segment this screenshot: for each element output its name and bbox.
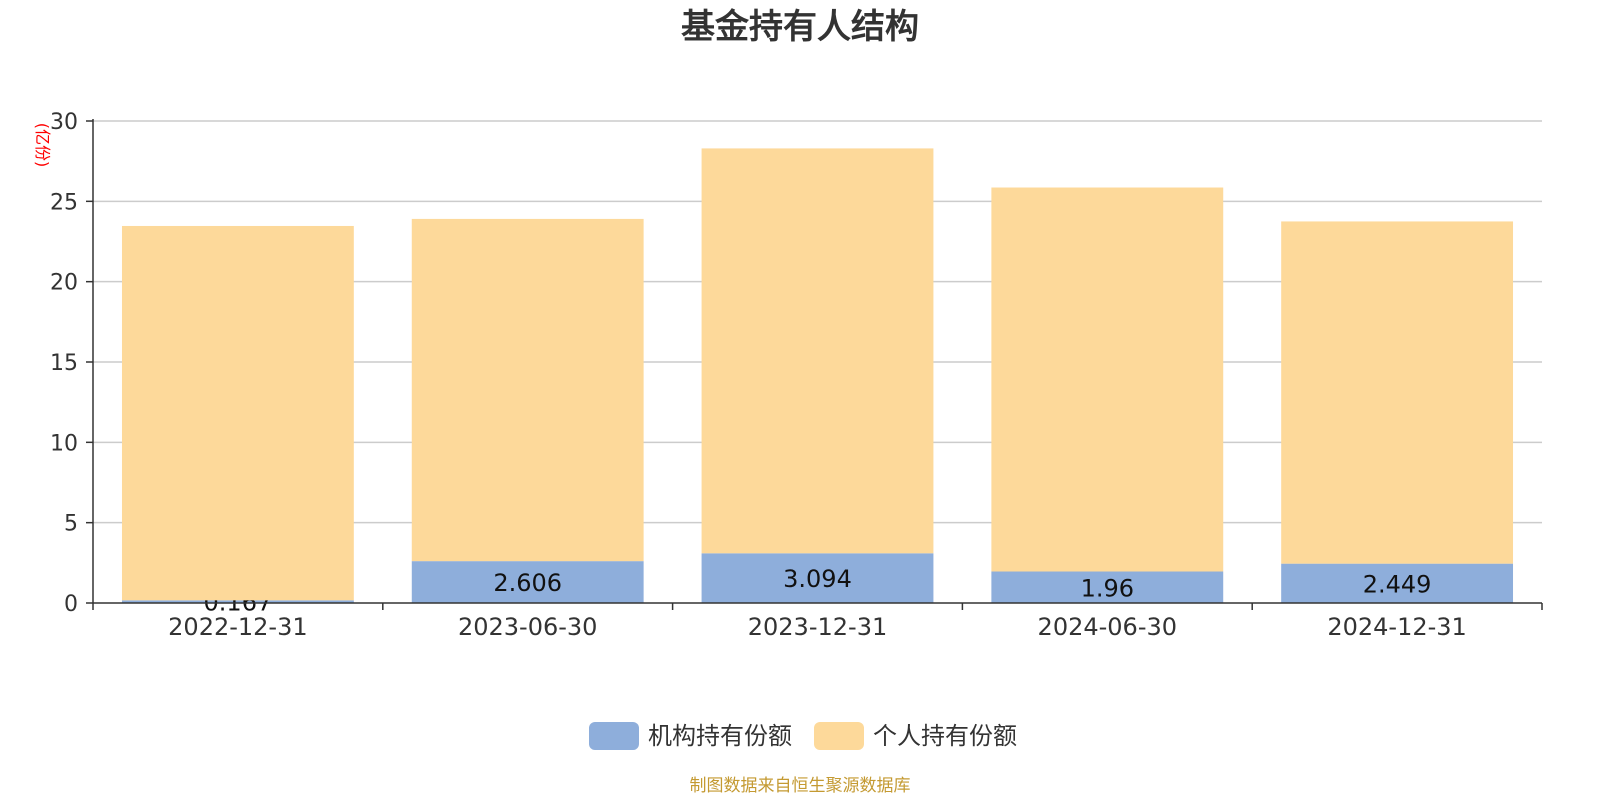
source-note: 制图数据来自恒生聚源数据库 xyxy=(690,776,911,796)
y-tick-label: 20 xyxy=(50,271,78,296)
x-tick-label: 2023-12-31 xyxy=(748,613,887,641)
bar-institutional xyxy=(1281,563,1514,603)
legend-swatch xyxy=(814,722,864,750)
legend-item[interactable]: 机构持有份额 xyxy=(589,722,792,750)
y-tick-label: 10 xyxy=(50,431,78,456)
y-tick-label: 5 xyxy=(64,512,78,537)
bar-individual xyxy=(411,218,644,562)
axes: 0 5 10 15 20 25 30 2022-12-31 2023-06-30 2023-12-… xyxy=(50,110,1543,641)
legend-label: 机构持有份额 xyxy=(648,722,792,750)
bar-institutional xyxy=(701,553,934,603)
bar-individual xyxy=(991,187,1224,572)
bar-individual xyxy=(701,148,934,554)
data-label: 2.606 xyxy=(493,569,562,597)
data-label: 3.094 xyxy=(783,565,852,593)
legend[interactable]: 机构持有份额 个人持有份额 xyxy=(589,722,1017,750)
x-tick-label: 2022-12-31 xyxy=(168,613,307,641)
y-tick-label: 25 xyxy=(50,190,78,215)
y-tick-label: 30 xyxy=(50,110,78,135)
bar-institutional xyxy=(121,600,354,603)
y-tick-label: 15 xyxy=(50,351,78,376)
legend-item[interactable]: 个人持有份额 xyxy=(814,722,1017,750)
bar-individual xyxy=(1281,221,1514,564)
x-tick-label: 2024-12-31 xyxy=(1327,613,1466,641)
data-label: 1.96 xyxy=(1081,574,1134,602)
bar-institutional xyxy=(991,571,1224,603)
y-tick-label: 0 xyxy=(64,592,78,617)
x-tick-label: 2023-06-30 xyxy=(458,613,597,641)
x-tick-label: 2024-06-30 xyxy=(1038,613,1177,641)
data-label: 2.449 xyxy=(1363,570,1432,598)
legend-label: 个人持有份额 xyxy=(873,722,1017,750)
legend-swatch xyxy=(589,722,639,750)
bar-individual xyxy=(121,225,354,601)
y-axis-unit: (亿份) xyxy=(33,123,52,168)
bar-institutional xyxy=(411,561,644,603)
chart-title: 基金持有人结构 xyxy=(681,7,919,47)
